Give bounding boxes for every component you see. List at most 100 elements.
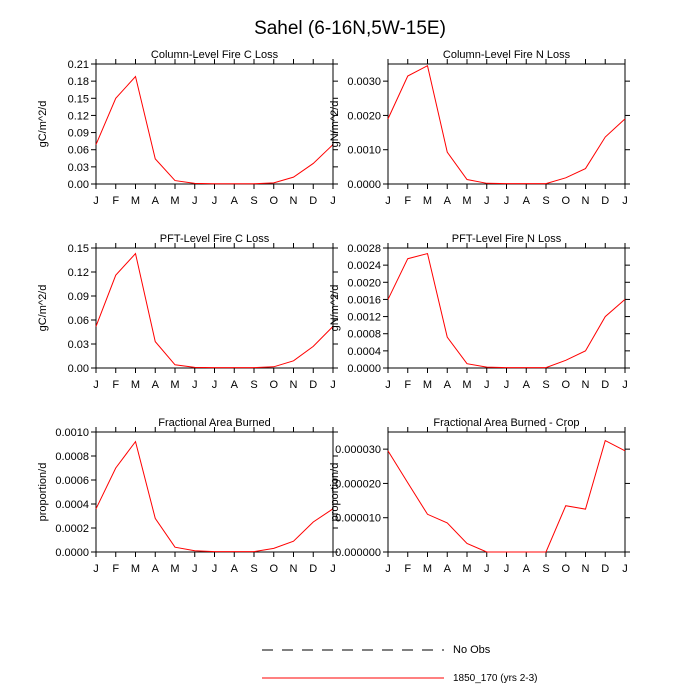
legend-label-no-obs: No Obs	[453, 644, 491, 656]
y-tick-label: 0.0028	[347, 243, 381, 255]
x-tick-label: J	[504, 195, 510, 207]
x-tick-label: N	[582, 379, 590, 391]
chart-column-level-fire-c-loss: Column-Level Fire C Loss 0.00 0.03 0.06 0.09…	[37, 49, 338, 207]
y-tick-label: 0.0008	[55, 451, 89, 463]
y-tick-label: 0.09	[68, 128, 89, 140]
x-tick-label: M	[462, 563, 471, 575]
x-tick-label: J	[212, 379, 218, 391]
y-tick-label: 0.03	[68, 339, 89, 351]
x-tick-label: J	[622, 563, 628, 575]
y-tick-label: 0.0012	[347, 312, 381, 324]
x-tick-label: J	[622, 195, 628, 207]
y-tick-label: 0.0016	[347, 294, 381, 306]
x-tick-label: A	[152, 563, 160, 575]
x-tick-label: F	[404, 195, 411, 207]
x-tick-label: S	[542, 379, 549, 391]
y-tick-label: 0.0006	[55, 475, 89, 487]
x-tick-label: A	[523, 195, 531, 207]
chart-title: Fractional Area Burned - Crop	[433, 417, 579, 429]
x-tick-label: J	[192, 379, 198, 391]
x-tick-label: J	[93, 563, 99, 575]
y-tick-label: 0.0000	[55, 547, 89, 559]
figure-title: Sahel (6-16N,5W-15E)	[254, 18, 446, 39]
x-tick-label: J	[93, 379, 99, 391]
x-tick-label: M	[462, 195, 471, 207]
y-tick-label: 0.00	[68, 179, 89, 191]
x-tick-label: F	[112, 563, 119, 575]
x-tick-label: S	[250, 195, 257, 207]
chart-title: PFT-Level Fire C Loss	[160, 233, 270, 245]
x-tick-label: O	[269, 195, 278, 207]
y-tick-label: 0.18	[68, 76, 89, 88]
y-tick-label: 0.12	[68, 267, 89, 279]
y-tick-label: 0.0010	[347, 145, 381, 157]
x-tick-label: J	[484, 379, 490, 391]
x-tick-label: J	[192, 563, 198, 575]
chart-title: Column-Level Fire C Loss	[151, 49, 279, 61]
x-tick-label: F	[404, 379, 411, 391]
x-tick-label: N	[582, 563, 590, 575]
chart-title: Column-Level Fire N Loss	[443, 49, 571, 61]
y-tick-label: 0.06	[68, 145, 89, 157]
chart-pft-level-fire-c-loss: PFT-Level Fire C Loss 0.00 0.03 0.06 0.09 0.1…	[37, 233, 338, 391]
y-axis-label: proportion/d	[329, 463, 341, 522]
chart-fractional-area-burned-crop: Fractional Area Burned - Crop 0.000000 0.0…	[329, 417, 630, 575]
y-tick-label: 0.000000	[335, 547, 381, 559]
x-tick-label: A	[444, 379, 452, 391]
y-axis-label: proportion/d	[37, 463, 49, 522]
x-tick-label: J	[192, 195, 198, 207]
y-tick-label: 0.00	[68, 363, 89, 375]
x-tick-label: A	[444, 195, 452, 207]
x-tick-label: J	[93, 195, 99, 207]
x-tick-label: S	[250, 563, 257, 575]
chart-panels: Column-Level Fire C Loss 0.00 0.03 0.06 0.09…	[37, 49, 630, 575]
plot-frame	[387, 63, 626, 185]
x-tick-label: N	[290, 379, 298, 391]
x-tick-label: J	[484, 563, 490, 575]
x-tick-label: D	[309, 379, 317, 391]
y-tick-label: 0.0000	[347, 363, 381, 375]
x-tick-label: D	[601, 563, 609, 575]
series-line-1850-170-yrs-2-3	[95, 252, 334, 369]
x-tick-label: S	[542, 195, 549, 207]
y-tick-label: 0.0010	[55, 427, 89, 439]
x-tick-label: A	[444, 563, 452, 575]
y-tick-label: 0.15	[68, 243, 89, 255]
series-line-1850-170-yrs-2-3	[387, 64, 626, 185]
x-tick-label: J	[212, 195, 218, 207]
y-tick-label: 0.15	[68, 93, 89, 105]
x-tick-label: A	[231, 563, 239, 575]
x-tick-label: D	[601, 195, 609, 207]
x-tick-label: D	[309, 563, 317, 575]
x-tick-label: J	[330, 379, 336, 391]
x-tick-label: O	[561, 563, 570, 575]
x-tick-label: O	[269, 379, 278, 391]
y-tick-label: 0.0020	[347, 110, 381, 122]
x-tick-label: S	[542, 563, 549, 575]
x-tick-label: A	[231, 195, 239, 207]
y-tick-label: 0.0002	[55, 523, 89, 535]
plot-frame	[95, 247, 334, 369]
x-tick-label: N	[582, 195, 590, 207]
x-tick-label: O	[561, 195, 570, 207]
x-tick-label: M	[131, 379, 140, 391]
x-tick-label: M	[131, 195, 140, 207]
x-tick-label: A	[152, 379, 160, 391]
x-tick-label: J	[385, 563, 391, 575]
x-tick-label: J	[385, 379, 391, 391]
x-tick-label: M	[170, 195, 179, 207]
x-tick-label: J	[504, 379, 510, 391]
x-tick-label: M	[462, 379, 471, 391]
x-tick-label: A	[523, 563, 531, 575]
x-tick-label: J	[330, 195, 336, 207]
x-tick-label: F	[112, 379, 119, 391]
x-tick-label: J	[385, 195, 391, 207]
y-axis-label: gN/m^2/d	[329, 101, 341, 148]
x-tick-label: D	[601, 379, 609, 391]
plot-frame	[95, 63, 334, 185]
y-tick-label: 0.0004	[347, 346, 381, 358]
y-tick-label: 0.12	[68, 110, 89, 122]
x-tick-label: F	[112, 195, 119, 207]
x-tick-label: O	[269, 563, 278, 575]
